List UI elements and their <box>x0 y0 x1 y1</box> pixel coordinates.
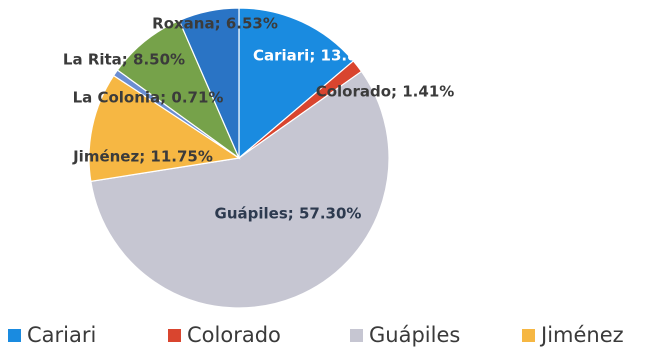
legend-item-gu-piles: Guápiles <box>350 318 460 352</box>
pie-chart-plot: Cariari; 13.80% Colorado; 1.41% Guápiles; … <box>63 7 454 309</box>
legend-label: Jiménez <box>541 323 624 347</box>
legend: Cariari Colorado Guápiles Jiménez <box>0 318 664 352</box>
legend-item-jim-nez: Jiménez <box>522 318 624 352</box>
pie-slice-cariari <box>238 7 355 160</box>
legend-swatch <box>8 328 21 342</box>
data-label-la-colonia: La Colonia; 0.71% <box>73 89 224 107</box>
legend-item-colorado: Colorado <box>168 318 281 352</box>
legend-label: Cariari <box>27 323 97 347</box>
data-label-gu-piles: Guápiles; 57.30% <box>215 205 362 223</box>
pie-slice-gu-piles <box>90 70 390 309</box>
pie-slice-roxana <box>178 7 240 159</box>
legend-swatch <box>350 328 363 342</box>
legend-swatch <box>168 328 181 342</box>
legend-item-cariari: Cariari <box>8 318 96 352</box>
data-label-roxana: Roxana; 6.53% <box>152 15 278 33</box>
pie-data-labels: Cariari; 13.80% Colorado; 1.41% Guápiles; … <box>63 15 454 223</box>
pie-slice-jim-nez <box>88 74 241 183</box>
legend-label: Guápiles <box>369 323 461 347</box>
legend-swatch <box>522 328 535 342</box>
legend-label: Colorado <box>187 323 281 347</box>
data-label-cariari: Cariari; 13.80% <box>253 47 383 65</box>
data-label-jim-nez: Jiménez; 11.75% <box>72 148 213 166</box>
pie-slices <box>88 7 390 309</box>
data-label-colorado: Colorado; 1.41% <box>316 83 455 101</box>
data-label-la-rita: La Rita; 8.50% <box>63 51 185 69</box>
